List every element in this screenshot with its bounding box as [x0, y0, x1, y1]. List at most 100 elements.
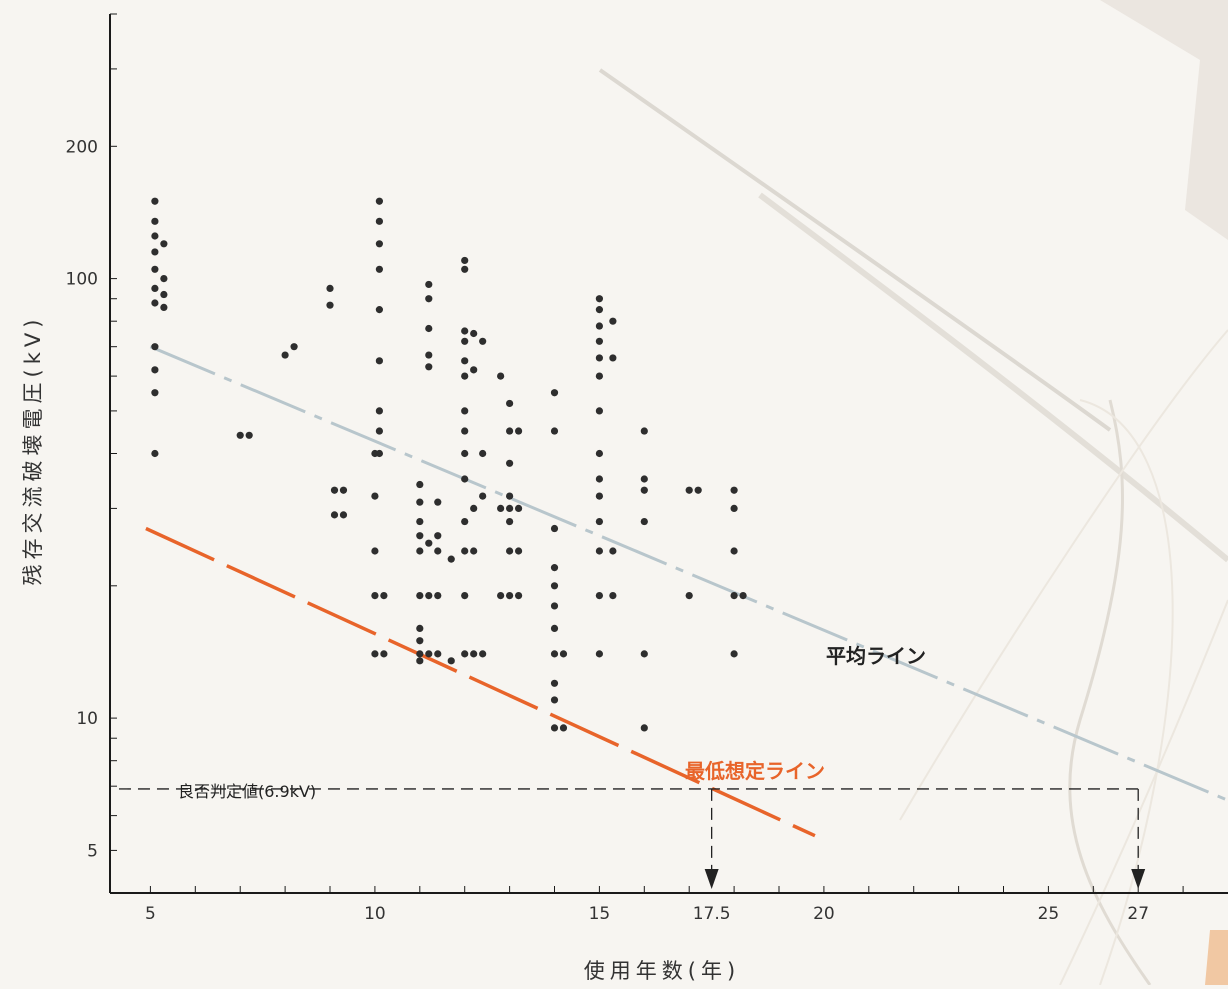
data-point	[160, 240, 168, 248]
drop-arrow-icon	[704, 869, 719, 889]
data-point	[506, 547, 514, 555]
data-point	[461, 407, 469, 415]
data-point	[425, 324, 433, 333]
data-point	[550, 524, 559, 533]
data-point	[236, 431, 244, 439]
data-point	[151, 449, 159, 458]
data-point	[550, 724, 559, 732]
data-point	[416, 480, 424, 489]
data-point	[375, 197, 383, 205]
data-point	[694, 486, 702, 494]
data-point	[497, 372, 505, 380]
data-point	[479, 449, 487, 458]
data-point	[371, 650, 379, 658]
data-point	[461, 256, 469, 265]
data-point	[470, 329, 478, 338]
data-point	[371, 492, 379, 500]
data-point	[497, 504, 505, 513]
data-point	[595, 337, 604, 345]
data-point	[506, 459, 514, 467]
data-point	[434, 591, 442, 600]
minimum-line	[145, 526, 816, 838]
data-point	[739, 591, 747, 600]
data-point	[245, 431, 253, 439]
x-tick-label: 10	[364, 904, 386, 924]
data-point	[160, 275, 168, 283]
data-point	[330, 486, 339, 494]
data-point	[640, 427, 648, 435]
data-point	[470, 547, 478, 555]
y-tick-label: 100	[66, 270, 98, 290]
data-point	[151, 265, 159, 273]
data-point	[326, 301, 334, 309]
axes-layer: 5 10 100 200 5 10 15 17.5 20 25 27	[66, 13, 1228, 924]
data-point	[550, 564, 559, 572]
data-point	[609, 317, 617, 325]
x-tick-label: 5	[145, 904, 156, 924]
data-point	[375, 306, 383, 314]
data-point	[595, 475, 604, 483]
data-point	[375, 357, 383, 365]
data-point	[730, 591, 738, 600]
data-point	[416, 532, 424, 540]
data-point	[380, 591, 388, 600]
y-tick-label: 5	[87, 841, 98, 861]
data-point	[461, 337, 469, 345]
data-point	[151, 232, 159, 240]
data-point	[461, 449, 469, 458]
data-point	[434, 532, 442, 540]
data-point	[640, 486, 648, 494]
data-point	[151, 197, 159, 205]
data-point	[151, 299, 159, 307]
data-point	[416, 624, 424, 632]
data-point	[461, 327, 469, 335]
background-arc	[1059, 599, 1228, 986]
data-point	[425, 295, 433, 303]
data-point	[595, 650, 604, 658]
data-point	[160, 290, 168, 299]
x-axis-title: 使用年数(年)	[584, 959, 740, 983]
data-point	[425, 280, 433, 289]
x-tick-label: 17.5	[693, 904, 731, 924]
data-point	[595, 306, 604, 314]
data-point	[550, 582, 559, 590]
data-point	[685, 591, 693, 600]
data-point	[375, 240, 383, 248]
data-point	[514, 591, 523, 600]
data-point	[461, 427, 469, 435]
data-point	[609, 547, 617, 555]
data-point	[461, 547, 469, 555]
data-point	[506, 492, 514, 500]
data-point	[470, 366, 478, 374]
data-point	[434, 547, 442, 555]
data-point	[151, 389, 159, 397]
data-point	[375, 449, 383, 458]
data-point	[595, 295, 604, 303]
minimum-line-label: 最低想定ライン	[685, 759, 825, 783]
data-point	[470, 504, 478, 513]
data-point	[559, 650, 568, 658]
background-shape	[1100, 0, 1228, 240]
data-point	[425, 650, 433, 658]
x-tick-label: 25	[1038, 904, 1060, 924]
data-point	[290, 343, 298, 351]
data-point	[640, 475, 648, 483]
data-point	[595, 449, 604, 458]
data-point	[416, 650, 424, 658]
background-shape	[1205, 930, 1228, 985]
data-point	[550, 389, 559, 397]
data-point	[151, 217, 159, 225]
data-point	[506, 399, 514, 408]
drop-arrow-icon	[1131, 869, 1146, 889]
labels-layer: 使用年数(年) 残存交流破壊電圧(kV) 平均ライン最低想定ライン良否判定値(6.9…	[21, 315, 926, 983]
data-point	[339, 486, 348, 494]
data-point	[514, 427, 523, 435]
data-point	[447, 555, 455, 563]
data-point	[461, 372, 469, 380]
data-point	[609, 591, 617, 600]
data-point	[326, 284, 334, 292]
y-tick-label: 10	[76, 709, 98, 729]
data-point	[470, 650, 478, 658]
